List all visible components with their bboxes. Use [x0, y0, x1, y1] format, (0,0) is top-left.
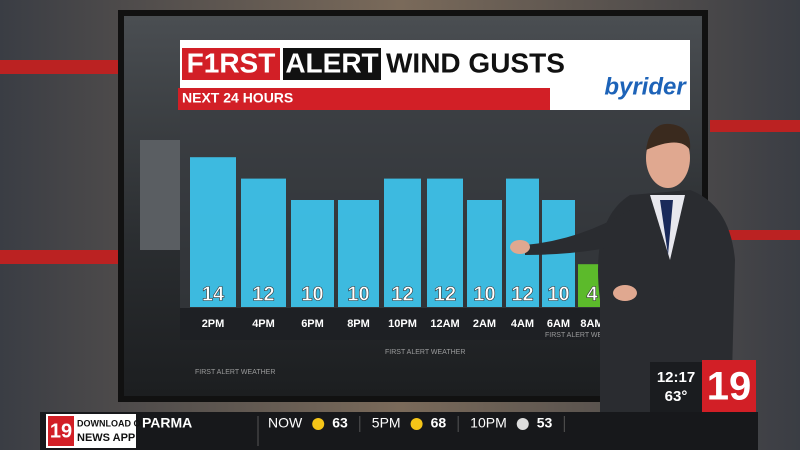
- station-logo-box: [702, 360, 756, 414]
- bar: [384, 178, 421, 307]
- presenter-arm: [525, 210, 640, 255]
- bar: [241, 178, 286, 307]
- weather-icon: [516, 418, 529, 430]
- ticker-bar: [40, 412, 758, 450]
- presenter-hand: [613, 285, 637, 301]
- studio-stripe: [0, 250, 120, 264]
- x-tick-label: 4AM: [511, 318, 534, 330]
- ticker-label: 10PM: [470, 415, 507, 431]
- app-promo: DOWNLOAD OUR: [77, 418, 154, 428]
- ticker-label: NOW: [268, 415, 303, 431]
- weather-icon: [312, 418, 325, 430]
- subtitle: NEXT 24 HOURS: [182, 90, 293, 106]
- bar: [291, 200, 334, 307]
- title-alert-box: [283, 48, 381, 80]
- ticker-logo: 19: [50, 420, 72, 442]
- building: [140, 140, 180, 250]
- clock-box: [650, 362, 702, 412]
- ticker-label: 5PM: [372, 415, 401, 431]
- watermark: FIRST ALERT WEATHER: [385, 349, 465, 356]
- x-tick-label: 2PM: [202, 318, 225, 330]
- presenter-hair: [646, 123, 691, 150]
- app-promo: NEWS APP: [77, 432, 135, 444]
- title-alert: ALERT: [285, 47, 378, 78]
- ticker-city: PARMA: [142, 415, 192, 431]
- sponsor-box: [550, 40, 690, 110]
- station-logo: 19: [707, 365, 752, 409]
- x-tick-label: 10PM: [388, 318, 417, 330]
- data-label: 12: [434, 283, 456, 305]
- x-tick-label: 6PM: [301, 318, 324, 330]
- clock-time: 12:17: [657, 369, 695, 386]
- data-label: 4: [586, 283, 598, 305]
- studio-stripe: [710, 120, 800, 132]
- studio-stripe: [710, 230, 800, 240]
- presenter-tie: [660, 200, 673, 255]
- watermark: FIRST ALERT WEATHER: [195, 369, 275, 376]
- bar: [427, 178, 463, 307]
- data-label: 10: [547, 283, 569, 305]
- watermark: FIRST ALERT WEATHER: [545, 332, 625, 339]
- x-tick-label: 8PM: [347, 318, 370, 330]
- weather-icon: [410, 418, 423, 430]
- x-tick-label: 4PM: [252, 318, 275, 330]
- presenter-hand: [510, 240, 530, 254]
- sponsor-logo: byrider: [604, 73, 687, 100]
- subtitle-bar: [178, 88, 550, 110]
- x-tick-label: 12AM: [430, 318, 459, 330]
- ticker-temp: 68: [431, 415, 447, 431]
- ticker-temp: 63: [332, 415, 348, 431]
- presenter-arm: [635, 240, 725, 301]
- bar: [338, 200, 379, 307]
- x-tick-label: 2AM: [473, 318, 496, 330]
- ticker-temp: 53: [537, 415, 553, 431]
- data-label: 12: [511, 283, 533, 305]
- bar: [467, 200, 502, 307]
- title-first-box: [182, 48, 280, 80]
- ticker-logo-box: [48, 416, 74, 446]
- data-label: 10: [347, 283, 369, 305]
- data-label: 10: [473, 283, 495, 305]
- bar: [190, 157, 236, 307]
- data-label: 10: [301, 283, 323, 305]
- clock-temp: 63°: [665, 388, 688, 405]
- data-label: 12: [252, 283, 274, 305]
- x-tick-label: 6AM: [547, 318, 570, 330]
- category-strip: [180, 308, 620, 340]
- title-main: WIND GUSTS: [386, 47, 565, 78]
- title-first: F1RST: [187, 47, 276, 78]
- data-label: 12: [391, 283, 413, 305]
- studio-stripe: [0, 60, 120, 74]
- x-tick-label: 8AM: [580, 318, 603, 330]
- data-label: 14: [202, 283, 225, 305]
